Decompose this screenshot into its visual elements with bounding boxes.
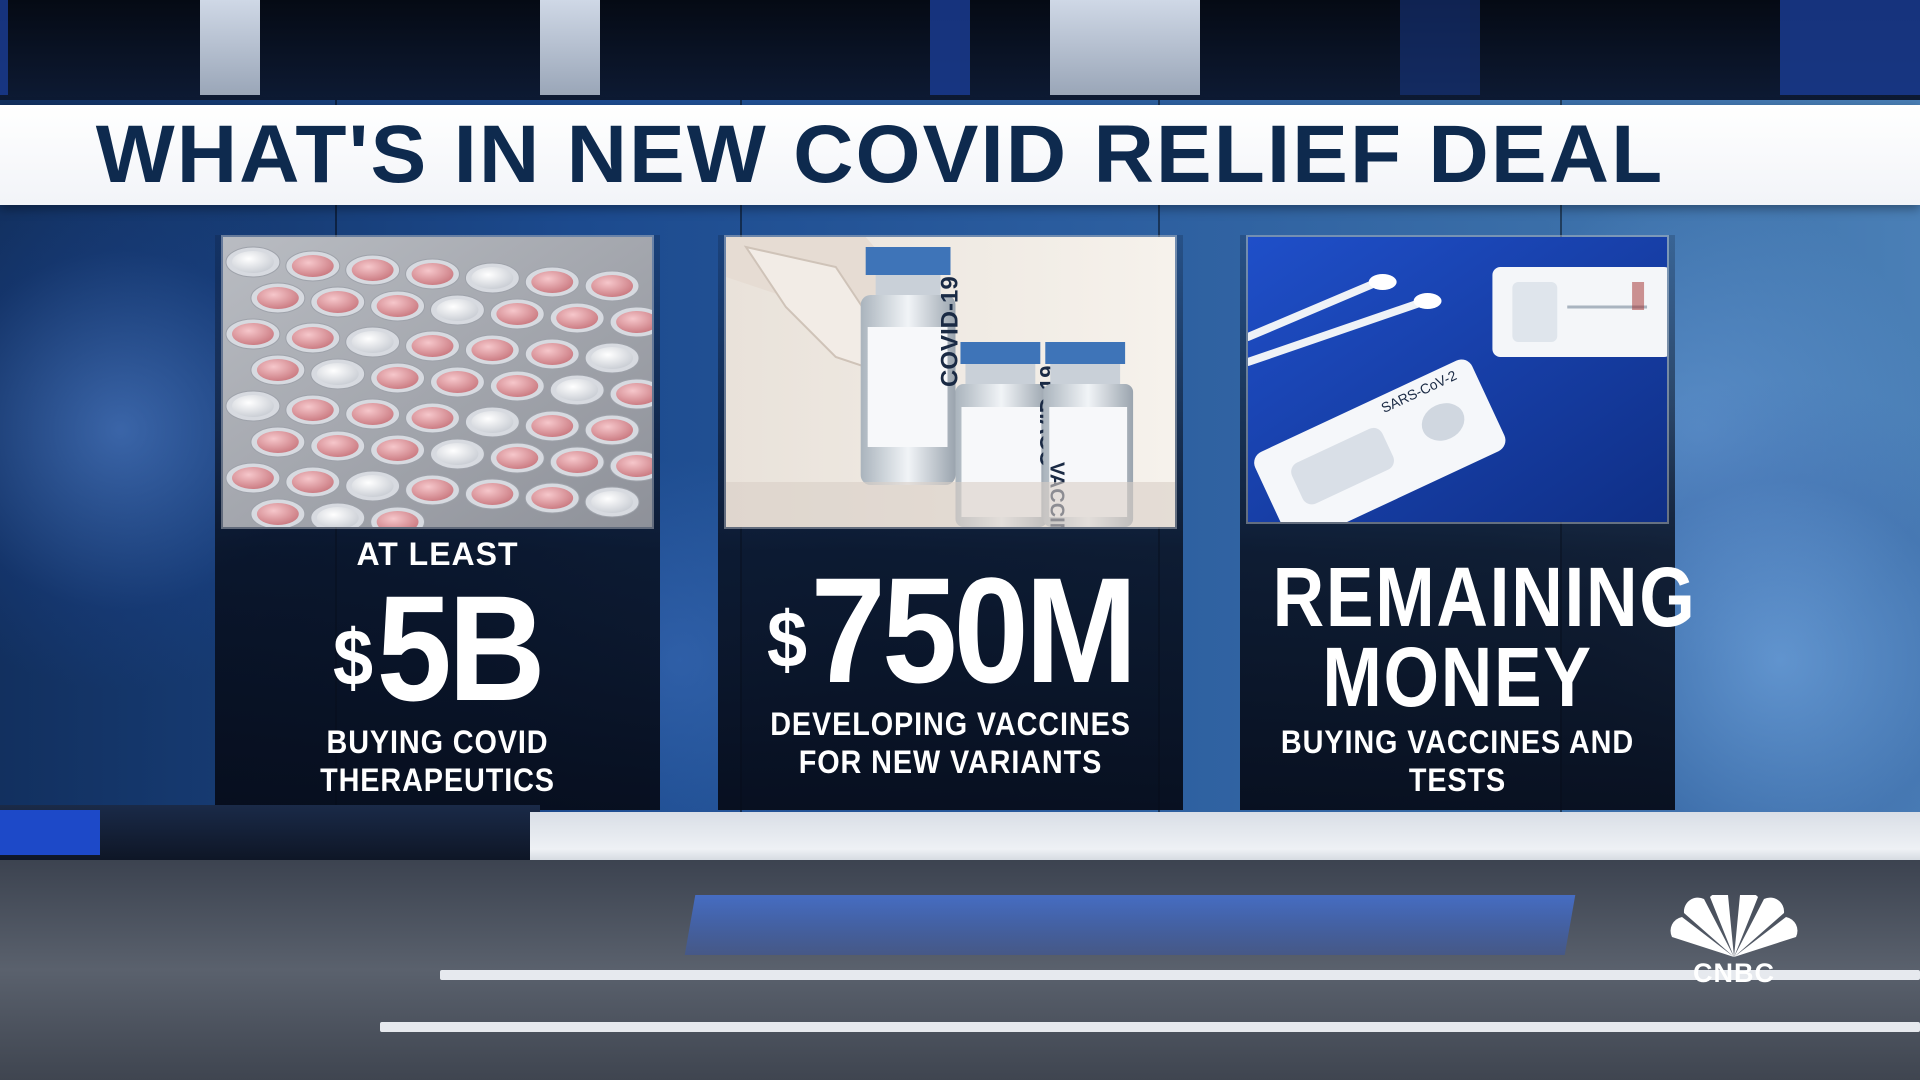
pill	[411, 407, 454, 429]
amount-prefix: AT LEAST	[356, 536, 519, 572]
title-banner: WHAT'S IN NEW COVID RELIEF DEAL	[0, 105, 1920, 205]
pill	[471, 483, 514, 505]
pill	[436, 443, 479, 465]
covid-test-kit-illustration: SARS-CoV-2	[1248, 237, 1667, 522]
pill	[376, 367, 419, 389]
amount-value: $5B	[237, 573, 638, 723]
pill	[256, 287, 299, 309]
pill	[496, 447, 539, 469]
pill	[436, 299, 479, 321]
ceiling-light	[540, 0, 600, 95]
remaining-money-caption: REMAINING MONEY BUYING VACCINES AND TEST…	[1240, 535, 1697, 810]
floor-stripe	[380, 1022, 1920, 1032]
headline-line: MONEY	[1322, 630, 1593, 724]
pill	[316, 435, 359, 457]
description-line: DEVELOPING VACCINES	[770, 706, 1131, 742]
amount-figure: 5B	[376, 564, 546, 732]
pill	[591, 419, 634, 441]
pill	[411, 335, 454, 357]
studio-ceiling	[0, 0, 1920, 100]
currency-symbol: $	[332, 613, 373, 702]
pill	[411, 479, 454, 501]
pill	[616, 311, 652, 333]
ceiling-light-panel	[1780, 0, 1920, 95]
pill	[471, 339, 514, 361]
ceiling-light	[200, 0, 260, 95]
description-line: THERAPEUTICS	[320, 762, 555, 798]
vaccine-vials-illustration: COVID-19 COVID-19 VACCINE	[726, 237, 1175, 527]
pill	[436, 371, 479, 393]
pill-blister-pack-image	[221, 235, 654, 529]
pill	[351, 259, 394, 281]
pill	[231, 467, 274, 489]
ceiling-light-panel	[930, 0, 970, 95]
pill	[531, 271, 574, 293]
pill	[316, 363, 359, 385]
ceiling-light	[1050, 0, 1200, 95]
description-line: BUYING COVID	[326, 724, 549, 760]
ceiling-light-panel	[0, 0, 8, 95]
pill	[496, 375, 539, 397]
ceiling-light-panel	[1400, 0, 1480, 95]
pill	[256, 359, 299, 381]
pill	[351, 403, 394, 425]
panel-therapeutics: AT LEAST $5B BUYING COVID THERAPEUTICS	[215, 235, 660, 810]
pill	[376, 511, 419, 527]
pill	[411, 263, 454, 285]
pill	[376, 295, 419, 317]
pill	[316, 291, 359, 313]
pill	[351, 475, 394, 497]
pill	[496, 303, 539, 325]
network-logo-text: CNBC	[1693, 958, 1775, 988]
pill	[531, 343, 574, 365]
pill	[351, 331, 394, 353]
pill	[316, 507, 359, 527]
pill	[471, 267, 514, 289]
currency-symbol: $	[767, 595, 807, 684]
covid-test-kit-image: SARS-CoV-2	[1246, 235, 1669, 524]
pill	[291, 399, 334, 421]
pill	[556, 307, 599, 329]
vaccine-vials-image: COVID-19 COVID-19 VACCINE	[724, 235, 1177, 529]
pill	[291, 255, 334, 277]
graphic-title: WHAT'S IN NEW COVID RELIEF DEAL	[95, 109, 1665, 200]
pill	[531, 487, 574, 509]
pill	[256, 431, 299, 453]
panel-remaining-money: SARS-CoV-2 REMAINING MONEY BUYING VACCIN…	[1240, 235, 1697, 810]
pill	[256, 503, 299, 525]
pill	[471, 411, 514, 433]
headline-line: REMAINING	[1272, 550, 1697, 644]
pill	[556, 451, 599, 473]
panel-vaccine-development: COVID-19 COVID-19 VACCINE $750M DEVELOPI…	[718, 235, 1183, 810]
pill	[591, 275, 634, 297]
pill	[231, 323, 274, 345]
amount-figure: 750M	[810, 546, 1138, 714]
pill	[531, 415, 574, 437]
pill	[591, 347, 634, 369]
pill	[291, 327, 334, 349]
amount-value: $750M	[741, 555, 1160, 705]
vial-label: COVID-19	[937, 276, 964, 387]
studio-floor-blue-accent	[0, 810, 100, 855]
pill	[556, 379, 599, 401]
description-line: BUYING VACCINES AND TESTS	[1280, 724, 1635, 798]
pill	[231, 251, 274, 273]
floor-light-reflection	[684, 895, 1576, 955]
pill	[616, 383, 652, 405]
peacock-icon	[1670, 895, 1798, 957]
pill	[231, 395, 274, 417]
floor-stripe	[440, 970, 1920, 980]
pill	[376, 439, 419, 461]
therapeutics-caption: AT LEAST $5B BUYING COVID THERAPEUTICS	[215, 535, 660, 810]
vaccine-development-caption: $750M DEVELOPING VACCINES FOR NEW VARIAN…	[718, 535, 1183, 810]
pill	[291, 471, 334, 493]
pill	[591, 491, 634, 513]
pill	[616, 455, 652, 477]
description-line: FOR NEW VARIANTS	[798, 744, 1103, 780]
pill-blister-pack-illustration	[223, 237, 652, 527]
